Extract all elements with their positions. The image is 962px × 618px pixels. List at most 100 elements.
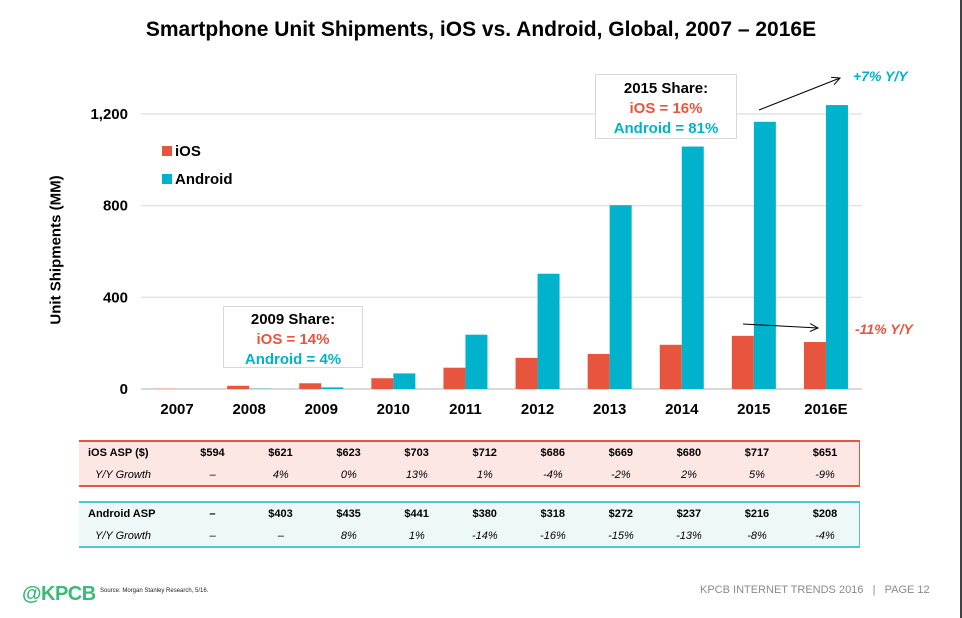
callout-title: 2015 Share: bbox=[623, 80, 709, 97]
page-edge bbox=[960, 0, 962, 618]
cell: 1% bbox=[408, 530, 425, 542]
cell: $403 bbox=[268, 508, 293, 520]
bar-ios-2015 bbox=[731, 335, 754, 389]
cell: -8% bbox=[747, 530, 767, 542]
android-growth-row: Y/Y Growth – – 8% 1% -14% -16% -15% -13%… bbox=[79, 525, 859, 547]
cell: -16% bbox=[540, 530, 566, 542]
share-2015-callout: 2015 Share: iOS = 16% Android = 81% bbox=[595, 74, 737, 139]
cell: $318 bbox=[540, 508, 565, 520]
cell: $441 bbox=[404, 508, 429, 520]
x-tick-label: 2014 bbox=[665, 401, 699, 418]
cell: – bbox=[277, 530, 284, 542]
cell: $686 bbox=[540, 447, 565, 459]
bar-ios-2009 bbox=[299, 383, 322, 389]
x-tick-label: 2007 bbox=[160, 401, 193, 418]
chart-title: Smartphone Unit Shipments, iOS vs. Andro… bbox=[145, 18, 817, 41]
android-growth-arrow bbox=[758, 78, 840, 111]
cell: $712 bbox=[472, 447, 497, 459]
row-label: Y/Y Growth bbox=[95, 469, 152, 481]
bar-ios-2013 bbox=[587, 353, 610, 389]
y-tick-label: 800 bbox=[103, 198, 128, 215]
android-growth-note: +7% Y/Y bbox=[853, 68, 908, 84]
cell: $669 bbox=[608, 447, 634, 459]
cell: -4% bbox=[815, 530, 835, 542]
share-2009-callout: 2009 Share: iOS = 14% Android = 4% bbox=[223, 306, 363, 368]
cell: -2% bbox=[611, 469, 631, 481]
y-tick-label: 400 bbox=[103, 289, 128, 306]
cell: -9% bbox=[815, 469, 835, 481]
bar-ios-2008 bbox=[227, 385, 250, 389]
cell: $680 bbox=[676, 447, 702, 459]
cell: $380 bbox=[472, 508, 497, 520]
row-label: Android ASP bbox=[88, 508, 156, 520]
bar-ios-2016E bbox=[803, 342, 826, 389]
legend-label-android: Android bbox=[175, 170, 233, 188]
cell: – bbox=[209, 469, 216, 481]
bar-android-2013 bbox=[609, 205, 632, 389]
bar-ios-2010 bbox=[371, 378, 394, 389]
ios-growth-row: Y/Y Growth – 4% 0% 13% 1% -4% -2% 2% 5% … bbox=[79, 464, 859, 486]
cell: $717 bbox=[744, 447, 770, 459]
cell: $216 bbox=[744, 508, 770, 520]
x-tick-label: 2010 bbox=[377, 401, 410, 418]
cell: 5% bbox=[749, 469, 765, 481]
cell: – bbox=[209, 508, 216, 520]
y-tick-label: 0 bbox=[120, 381, 128, 398]
callout-ios: iOS = 14% bbox=[256, 331, 330, 348]
x-tick-label: 2015 bbox=[737, 401, 770, 418]
cell: 0% bbox=[340, 469, 357, 481]
x-tick-label: 2009 bbox=[305, 401, 338, 418]
ios-growth-note: -11% Y/Y bbox=[855, 321, 913, 337]
callout-android: Android = 81% bbox=[613, 120, 719, 137]
callout-android: Android = 4% bbox=[244, 351, 342, 368]
ios-asp-row: iOS ASP ($) $594 $621 $623 $703 $712 $68… bbox=[79, 442, 859, 464]
cell: 4% bbox=[272, 469, 289, 481]
cell: – bbox=[209, 530, 216, 542]
row-label: Y/Y Growth bbox=[95, 530, 152, 542]
bar-android-2009 bbox=[321, 387, 344, 389]
cell: -14% bbox=[472, 530, 498, 542]
bar-android-2011 bbox=[465, 334, 488, 389]
cell: $237 bbox=[676, 508, 702, 520]
cell: $621 bbox=[268, 447, 293, 459]
legend: iOS Android bbox=[162, 137, 233, 193]
cell: 1% bbox=[476, 469, 493, 481]
y-axis-label: Unit Shipments (MM) bbox=[47, 175, 65, 325]
cell: $272 bbox=[608, 508, 634, 520]
x-tick-label: 2008 bbox=[232, 401, 265, 418]
bar-chart: 2007 2008 2009 2010 2011 2012 2013 2014 2015 2016… bbox=[90, 0, 862, 418]
cell: 13% bbox=[405, 469, 428, 481]
x-tick-label: 2013 bbox=[593, 401, 626, 418]
cell: $703 bbox=[404, 447, 429, 459]
bar-android-2010 bbox=[393, 373, 416, 389]
bar-ios-2012 bbox=[515, 357, 538, 389]
cell: $208 bbox=[812, 508, 838, 520]
cell: 8% bbox=[340, 530, 357, 542]
cell: 2% bbox=[681, 469, 697, 481]
legend-label-ios: iOS bbox=[175, 142, 201, 160]
y-tick-label: 1,200 bbox=[90, 106, 128, 123]
android-asp-row: Android ASP – $403 $435 $441 $380 $318 $… bbox=[79, 503, 859, 525]
callout-title: 2009 Share: bbox=[250, 311, 336, 328]
bar-ios-2014 bbox=[659, 344, 682, 389]
ios-asp-table: iOS ASP ($) $594 $621 $623 $703 $712 $68… bbox=[79, 440, 860, 487]
cell: $435 bbox=[336, 508, 361, 520]
cell: $623 bbox=[336, 447, 361, 459]
source-note: Source: Morgan Stanley Research, 5/16. bbox=[100, 588, 209, 594]
cell: $651 bbox=[812, 447, 838, 459]
callout-ios: iOS = 16% bbox=[629, 100, 703, 117]
bar-ios-2011 bbox=[443, 367, 466, 389]
x-tick-label: 2016E bbox=[804, 401, 847, 418]
cell: -13% bbox=[676, 530, 702, 542]
bar-android-2016E bbox=[825, 105, 848, 389]
row-label: iOS ASP ($) bbox=[88, 447, 149, 459]
bar-android-2014 bbox=[681, 146, 704, 389]
legend-item-ios: iOS bbox=[162, 137, 233, 165]
legend-item-android: Android bbox=[162, 165, 233, 193]
x-tick-label: 2012 bbox=[521, 401, 554, 418]
ios-swatch bbox=[162, 146, 172, 156]
cell: -15% bbox=[608, 530, 634, 542]
ios-growth-arrow bbox=[742, 324, 818, 328]
bar-android-2012 bbox=[537, 273, 560, 389]
cell: $594 bbox=[200, 447, 225, 459]
